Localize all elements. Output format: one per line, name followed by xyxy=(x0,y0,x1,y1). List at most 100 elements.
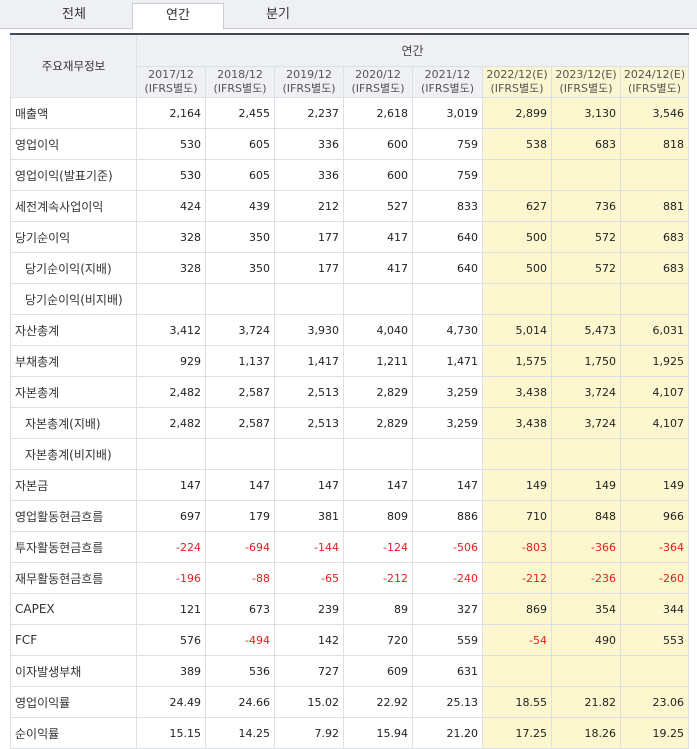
table-row: 당기순이익(지배) 328 350 177 417 640 500 572 683 xyxy=(10,252,689,284)
value-cell: 1,211 xyxy=(343,345,413,377)
value-cell: 673 xyxy=(205,593,275,625)
period-year: 2024/12(E) xyxy=(623,68,686,81)
row-label: 영업이익(발표기준) xyxy=(10,159,137,191)
row-label: 당기순이익 xyxy=(10,221,137,253)
tab-quarterly[interactable]: 분기 xyxy=(266,7,290,22)
table-row: 세전계속사업이익 424 439 212 527 833 627 736 881 xyxy=(10,190,689,222)
value-cell: 1,925 xyxy=(620,345,689,377)
table-row: CAPEX 121 673 239 89 327 869 354 344 xyxy=(10,593,689,625)
value-cell: 17.25 xyxy=(482,717,552,749)
value-cell: 3,130 xyxy=(551,97,621,129)
value-cell: 212 xyxy=(274,190,344,222)
value-cell: -196 xyxy=(136,562,206,594)
table-row: 재무활동현금흐름 -196 -88 -65 -212 -240 -212 -236 -260 xyxy=(10,562,689,594)
table-row: 이자발생부채 389 536 727 609 631 xyxy=(10,655,689,687)
value-cell: 24.49 xyxy=(136,686,206,718)
value-cell: -694 xyxy=(205,531,275,563)
period-header: 2020/12 (IFRS별도) xyxy=(343,66,413,98)
period-year: 2019/12 xyxy=(286,68,332,81)
value-cell: 177 xyxy=(274,252,344,284)
value-cell: -224 xyxy=(136,531,206,563)
row-label: 세전계속사업이익 xyxy=(10,190,137,222)
period-basis: (IFRS별도) xyxy=(490,82,544,95)
value-cell: 1,750 xyxy=(551,345,621,377)
period-basis: (IFRS별도) xyxy=(213,82,267,95)
value-cell: 4,107 xyxy=(620,376,689,408)
value-cell: 609 xyxy=(343,655,413,687)
value-cell: 881 xyxy=(620,190,689,222)
value-cell: 439 xyxy=(205,190,275,222)
value-cell: 15.94 xyxy=(343,717,413,749)
value-cell: 600 xyxy=(343,128,413,160)
row-label: 자산총계 xyxy=(10,314,137,346)
value-cell: 818 xyxy=(620,128,689,160)
row-label: CAPEX xyxy=(10,593,137,625)
value-cell: 2,829 xyxy=(343,376,413,408)
value-cell: 3,259 xyxy=(412,376,483,408)
value-cell: 3,019 xyxy=(412,97,483,129)
table-row: 매출액 2,164 2,455 2,237 2,618 3,019 2,899 3,130 3,… xyxy=(10,97,689,129)
value-cell xyxy=(620,655,689,687)
value-cell: 15.02 xyxy=(274,686,344,718)
tab-annual[interactable]: 연간 xyxy=(132,3,224,30)
value-cell xyxy=(482,655,552,687)
value-cell: 147 xyxy=(205,469,275,501)
value-cell: 25.13 xyxy=(412,686,483,718)
value-cell: 424 xyxy=(136,190,206,222)
period-header: 2022/12(E) (IFRS별도) xyxy=(482,66,552,98)
value-cell: 147 xyxy=(343,469,413,501)
value-cell: 14.25 xyxy=(205,717,275,749)
value-cell: 4,107 xyxy=(620,407,689,439)
value-cell: 239 xyxy=(274,593,344,625)
table-row: 자본총계(지배) 2,482 2,587 2,513 2,829 3,259 3,438 3,… xyxy=(10,407,689,439)
value-cell xyxy=(482,159,552,191)
value-cell: 2,482 xyxy=(136,376,206,408)
value-cell: 21.82 xyxy=(551,686,621,718)
value-cell: 18.55 xyxy=(482,686,552,718)
tab-all[interactable]: 전체 xyxy=(62,7,86,22)
value-cell: 3,259 xyxy=(412,407,483,439)
value-cell: 631 xyxy=(412,655,483,687)
value-cell: -364 xyxy=(620,531,689,563)
financial-table: 주요재무정보 연간 2017/12 (IFRS별도) 2018/12 (IFRS별도)… xyxy=(10,33,689,749)
value-cell xyxy=(274,283,344,315)
value-cell: 147 xyxy=(136,469,206,501)
value-cell: 500 xyxy=(482,221,552,253)
value-cell: 683 xyxy=(620,252,689,284)
year-header-row: 2017/12 (IFRS별도) 2018/12 (IFRS별도) 2019/12 (IF… xyxy=(11,66,689,98)
value-cell: 177 xyxy=(274,221,344,253)
value-cell: 536 xyxy=(205,655,275,687)
value-cell: 720 xyxy=(343,624,413,656)
value-cell: -240 xyxy=(412,562,483,594)
value-cell: 697 xyxy=(136,500,206,532)
value-cell: 640 xyxy=(412,252,483,284)
value-cell: 7.92 xyxy=(274,717,344,749)
value-cell: 417 xyxy=(343,221,413,253)
value-cell: 4,040 xyxy=(343,314,413,346)
value-cell: 389 xyxy=(136,655,206,687)
value-cell: 527 xyxy=(343,190,413,222)
value-cell: 1,137 xyxy=(205,345,275,377)
row-label: 당기순이익(지배) xyxy=(10,252,137,284)
value-cell: 147 xyxy=(274,469,344,501)
value-cell xyxy=(274,438,344,470)
value-cell: 6,031 xyxy=(620,314,689,346)
value-cell: 3,438 xyxy=(482,407,552,439)
value-cell: 559 xyxy=(412,624,483,656)
value-cell: -144 xyxy=(274,531,344,563)
table-row: 자본총계 2,482 2,587 2,513 2,829 3,259 3,438 3,724 4… xyxy=(10,376,689,408)
period-year: 2018/12 xyxy=(217,68,263,81)
value-cell: 2,587 xyxy=(205,376,275,408)
value-cell xyxy=(136,438,206,470)
value-cell: 3,930 xyxy=(274,314,344,346)
value-cell: 605 xyxy=(205,159,275,191)
value-cell: 22.92 xyxy=(343,686,413,718)
value-cell: 759 xyxy=(412,128,483,160)
value-cell: -494 xyxy=(205,624,275,656)
row-label: FCF xyxy=(10,624,137,656)
value-cell: 328 xyxy=(136,221,206,253)
value-cell xyxy=(482,283,552,315)
value-cell: 350 xyxy=(205,252,275,284)
value-cell: -506 xyxy=(412,531,483,563)
row-label: 자본총계(비지배) xyxy=(10,438,137,470)
